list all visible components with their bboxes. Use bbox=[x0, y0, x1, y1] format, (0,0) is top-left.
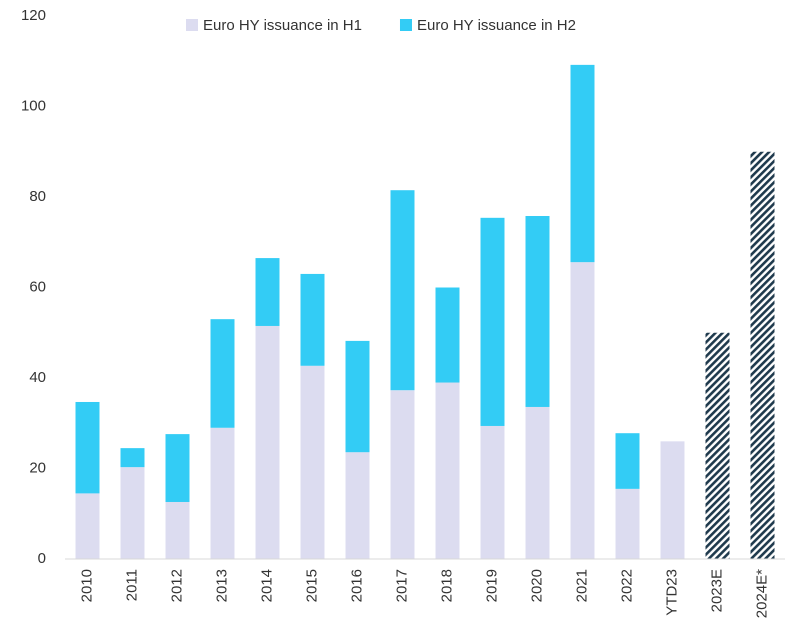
x-tick-label: 2022 bbox=[618, 569, 635, 602]
bar-segment bbox=[525, 216, 550, 407]
bar-segment bbox=[705, 332, 730, 559]
x-tick-label: 2018 bbox=[438, 569, 455, 602]
y-tick-label: 40 bbox=[29, 369, 46, 386]
bar-segment bbox=[390, 190, 415, 391]
x-tick-label: 2016 bbox=[348, 569, 365, 602]
bar-segment bbox=[660, 441, 685, 559]
bar-segment bbox=[615, 433, 640, 489]
y-tick-label: 20 bbox=[29, 459, 46, 476]
bar-segment bbox=[75, 493, 100, 559]
x-tick-label: 2023E bbox=[708, 569, 725, 612]
bar-segment bbox=[300, 365, 325, 559]
y-tick-label: 120 bbox=[21, 7, 46, 24]
x-tick-label: 2019 bbox=[483, 569, 500, 602]
bar-segment bbox=[255, 325, 280, 559]
bar-segment bbox=[120, 467, 145, 559]
bar-segment bbox=[345, 340, 370, 453]
x-tick-label: 2017 bbox=[393, 569, 410, 602]
x-tick-label: 2013 bbox=[213, 569, 230, 602]
bar-segment bbox=[75, 401, 100, 494]
x-tick-label: 2010 bbox=[78, 569, 95, 602]
bar-segment bbox=[165, 434, 190, 502]
x-tick-label: 2011 bbox=[123, 569, 140, 601]
bar-segment bbox=[210, 427, 235, 559]
y-tick-label: 80 bbox=[29, 188, 46, 205]
bar-segment bbox=[255, 258, 280, 326]
legend-label: Euro HY issuance in H2 bbox=[417, 17, 576, 34]
bar-segment bbox=[525, 406, 550, 559]
bar-segment bbox=[435, 382, 460, 559]
bar-segment bbox=[570, 262, 595, 559]
legend-swatch bbox=[186, 19, 198, 31]
bar-segment bbox=[570, 64, 595, 263]
bar-segment bbox=[750, 151, 775, 559]
y-tick-label: 60 bbox=[29, 278, 46, 295]
y-tick-label: 100 bbox=[21, 97, 46, 114]
y-tick-label: 0 bbox=[38, 550, 46, 567]
x-tick-label: 2024E* bbox=[753, 569, 770, 618]
bar-segment bbox=[435, 287, 460, 383]
bar-segment bbox=[165, 501, 190, 559]
bar-segment bbox=[120, 448, 145, 468]
bar-segment bbox=[390, 390, 415, 559]
bar-segment bbox=[480, 217, 505, 426]
legend-swatch bbox=[399, 19, 412, 31]
x-tick-label: 2021 bbox=[573, 569, 590, 602]
x-tick-label: 2015 bbox=[303, 569, 320, 602]
x-tick-label: 2014 bbox=[258, 569, 275, 602]
bar-segment bbox=[300, 273, 325, 366]
x-tick-label: 2020 bbox=[528, 569, 545, 602]
bar-segment bbox=[345, 452, 370, 559]
bar-segment bbox=[480, 425, 505, 559]
x-tick-label: YTD23 bbox=[663, 569, 680, 616]
x-tick-label: 2012 bbox=[168, 569, 185, 602]
bar-segment bbox=[210, 319, 235, 428]
legend-label: Euro HY issuance in H1 bbox=[203, 17, 362, 34]
bar-segment bbox=[615, 488, 640, 559]
